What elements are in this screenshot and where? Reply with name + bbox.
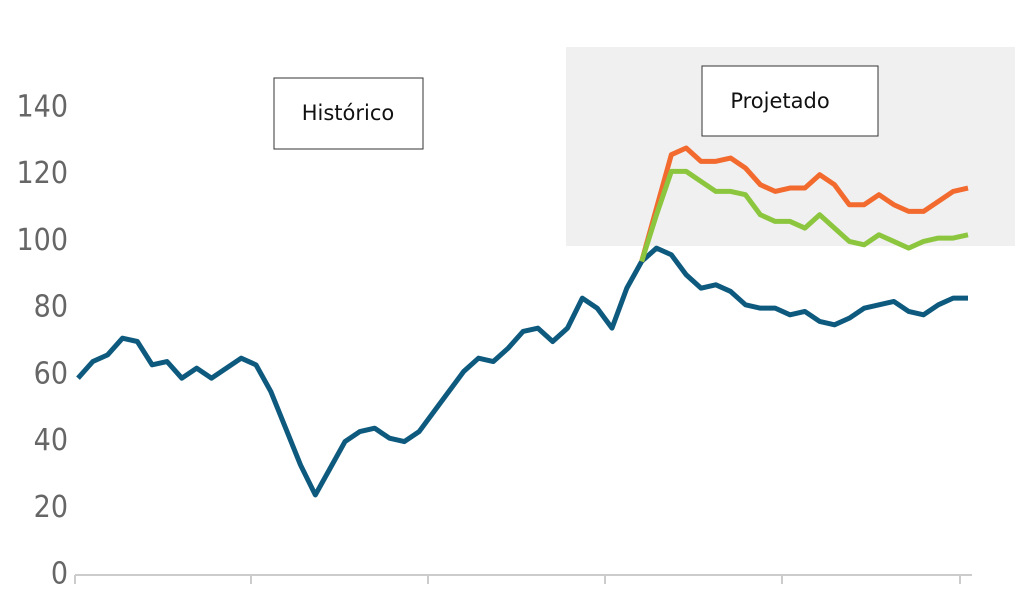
annotation-box <box>273 77 424 150</box>
line-series <box>76 245 968 498</box>
y-tick-label: 60 <box>34 356 68 391</box>
y-tick-label: 80 <box>34 290 68 325</box>
plot <box>76 145 969 498</box>
y-tick-label: 140 <box>16 90 68 125</box>
y-tick-label: 100 <box>16 223 68 258</box>
annotation: Histórico <box>302 101 395 125</box>
y-tick-label: 0 <box>51 557 68 592</box>
annotation-box <box>701 65 879 137</box>
line-series <box>639 145 969 263</box>
x-axis-ticks <box>74 575 961 584</box>
y-tick-label: 120 <box>16 156 68 191</box>
line-series <box>639 168 969 263</box>
y-tick-label: 20 <box>34 490 68 525</box>
annotation: Projetado <box>730 89 829 113</box>
y-tick-label: 40 <box>34 423 68 458</box>
